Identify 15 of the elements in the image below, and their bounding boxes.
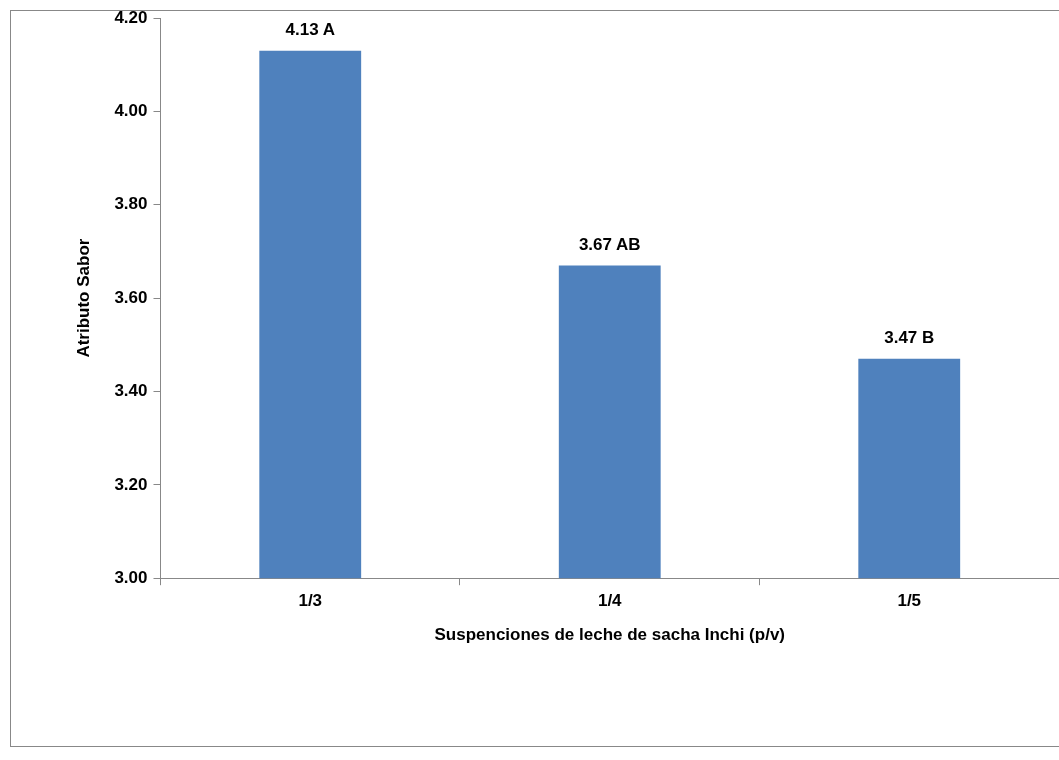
- x-tick-label: 1/3: [298, 591, 323, 611]
- data-label: 4.13 A: [285, 19, 335, 39]
- y-tick-label: 3.60: [114, 287, 148, 307]
- data-label: 3.67 AB: [578, 234, 641, 254]
- x-axis-title: Suspenciones de leche de sacha Inchi (p/v): [434, 625, 785, 645]
- y-tick-label: 3.40: [114, 381, 148, 401]
- x-tick-label: 1/5: [897, 591, 922, 611]
- y-tick-label: 4.00: [114, 101, 148, 121]
- y-tick-label: 3.20: [114, 474, 148, 494]
- data-label: 3.47 B: [884, 327, 935, 347]
- y-tick-label: 4.20: [114, 7, 148, 27]
- y-tick-label: 3.80: [114, 194, 148, 214]
- y-axis-title: Atributo Sabor: [73, 238, 93, 358]
- x-tick-label: 1/4: [597, 591, 623, 611]
- y-tick-label: 3.00: [114, 567, 148, 587]
